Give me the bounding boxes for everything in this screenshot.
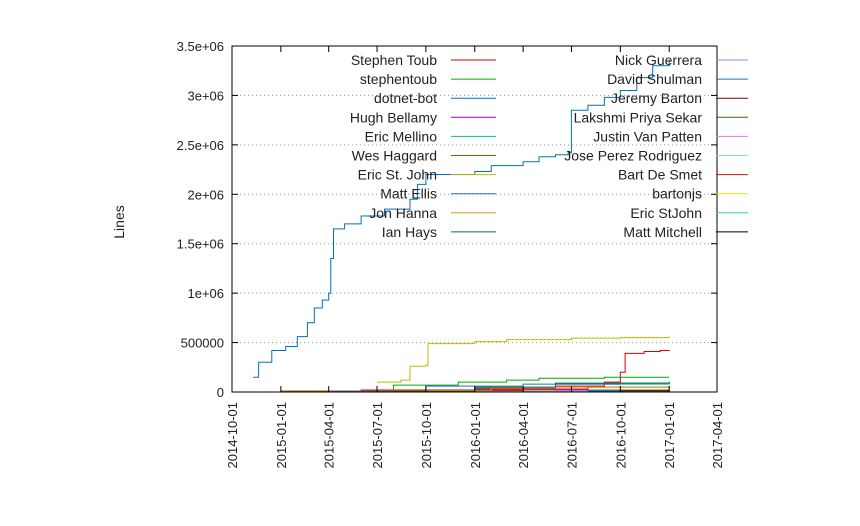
x-tick-label: 2014-10-01 [225, 402, 240, 469]
legend: Stephen Toub stephentoub dotnet-bot Hugh Be… [350, 52, 748, 240]
y-axis-label: Lines [111, 205, 127, 238]
legend-label: dotnet-bot [374, 90, 437, 106]
legend-label: Matt Mitchell [623, 224, 702, 240]
legend-label: Justin Van Patten [593, 128, 702, 144]
legend-label: Eric StJohn [630, 205, 702, 221]
legend-label: Jose Perez Rodriguez [564, 148, 702, 164]
legend-label: Bart De Smet [618, 167, 702, 183]
legend-label: Ian Hays [382, 224, 437, 240]
legend-label: Nick Guerrera [615, 52, 702, 68]
series-line-3 [253, 59, 670, 378]
y-axis: 0 500000 1e+06 1.5e+06 2e+06 2.5e+06 3e+06 3.5e… [177, 39, 717, 400]
legend-label: Matt Ellis [380, 186, 437, 202]
series-line-2 [361, 376, 670, 392]
x-tick-label: 2017-01-01 [662, 402, 677, 469]
legend-label: Hugh Bellamy [350, 109, 437, 125]
y-tick-label: 500000 [181, 336, 224, 351]
y-tick-label: 3e+06 [187, 88, 224, 103]
series-line-1 [280, 350, 670, 392]
legend-label: stephentoub [360, 71, 437, 87]
y-tick-label: 1.5e+06 [177, 237, 224, 252]
legend-label: David Shulman [607, 71, 702, 87]
x-tick-label: 2015-04-01 [322, 402, 337, 469]
legend-label: Lakshmi Priya Sekar [574, 109, 703, 125]
grid-lines [232, 94, 717, 344]
x-tick-label: 2017-04-01 [710, 402, 725, 469]
y-tick-label: 3.5e+06 [177, 39, 224, 54]
x-tick-label: 2015-01-01 [274, 402, 289, 469]
y-tick-label: 1e+06 [187, 286, 224, 301]
x-axis: 2014-10-01 2015-01-01 2015-04-01 2015-07-01… [225, 46, 725, 469]
legend-label: Eric St. John [358, 167, 437, 183]
y-tick-label: 0 [217, 385, 224, 400]
legend-label: Wes Haggard [352, 148, 437, 164]
legend-label: Jeremy Barton [611, 90, 702, 106]
x-tick-label: 2016-01-01 [468, 402, 483, 469]
x-tick-label: 2015-10-01 [419, 402, 434, 469]
y-tick-label: 2e+06 [187, 187, 224, 202]
x-tick-label: 2015-07-01 [370, 402, 385, 469]
legend-label: bartonjs [652, 186, 702, 202]
x-tick-label: 2016-07-01 [564, 402, 579, 469]
series-line-7 [377, 336, 670, 383]
x-tick-label: 2016-04-01 [516, 402, 531, 469]
legend-label: Jon Hanna [369, 205, 437, 221]
y-tick-label: 2.5e+06 [177, 138, 224, 153]
legend-label: Eric Mellino [365, 128, 438, 144]
legend-label: Stephen Toub [351, 52, 437, 68]
x-tick-label: 2016-10-01 [613, 402, 628, 469]
